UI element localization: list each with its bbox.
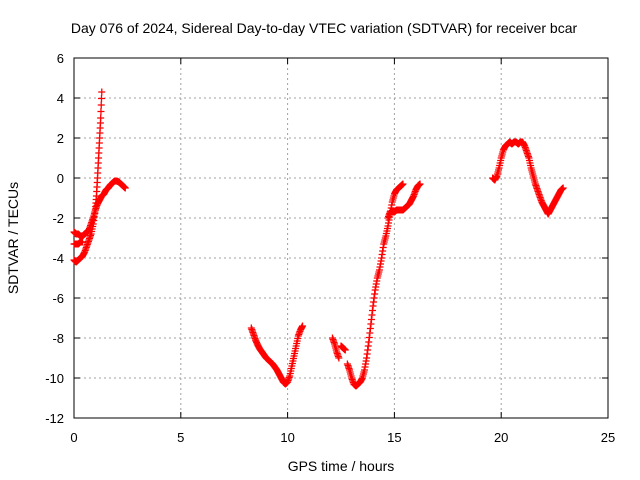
data-point [399, 180, 407, 188]
x-tick-label: 25 [601, 430, 615, 445]
x-tick-label: 0 [70, 430, 77, 445]
data-point [97, 101, 105, 109]
y-tick-label: -10 [45, 371, 64, 386]
y-tick-label: 4 [57, 91, 64, 106]
plot-frame [73, 57, 609, 419]
grid-lines [74, 58, 608, 418]
chart-title: Day 076 of 2024, Sidereal Day-to-day VTE… [71, 20, 578, 36]
data-point [98, 95, 106, 102]
data-point [97, 114, 105, 122]
y-tick-label: -8 [52, 331, 64, 346]
y-tick-label: -6 [52, 291, 64, 306]
data-point [335, 354, 343, 362]
y-tick-label: 0 [57, 171, 64, 186]
data-point [79, 238, 87, 246]
y-tick-label: -12 [45, 411, 64, 426]
data-point [559, 184, 567, 192]
x-axis-label: GPS time / hours [288, 458, 395, 474]
x-tick-label: 15 [387, 430, 401, 445]
data-point [98, 88, 106, 96]
data-point [121, 184, 129, 192]
y-tick-label: 2 [57, 131, 64, 146]
data-marks [70, 88, 567, 390]
x-tick-label: 20 [494, 430, 508, 445]
data-point [97, 108, 105, 115]
y-tick-label: 6 [57, 51, 64, 66]
data-point [416, 180, 424, 188]
y-tick-label: -4 [52, 251, 64, 266]
data-point [299, 322, 307, 330]
y-axis-label: SDTVAR / TECUs [5, 182, 21, 294]
y-tick-label: -2 [52, 211, 64, 226]
x-tick-label: 5 [177, 430, 184, 445]
axis-ticks: 0 5 10 15 20 25 -12 -10 -8 -6 -4 -2 0 2 4 6 [45, 51, 615, 445]
x-tick-label: 10 [280, 430, 294, 445]
data-point [341, 346, 349, 354]
